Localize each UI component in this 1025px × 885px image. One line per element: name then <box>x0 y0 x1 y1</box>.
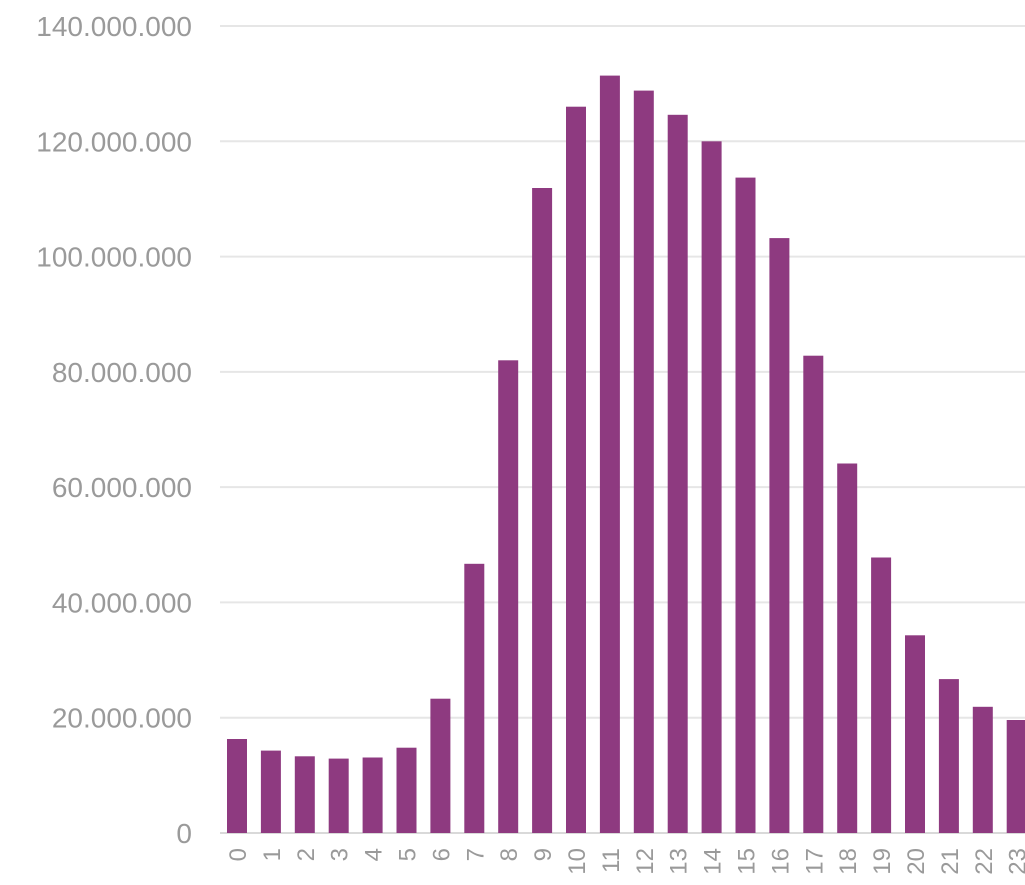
y-tick-label: 40.000.000 <box>52 587 192 618</box>
x-tick-label: 20 <box>903 848 930 875</box>
x-tick-label: 0 <box>225 848 252 861</box>
y-tick-label: 120.000.000 <box>36 126 192 157</box>
bar-5 <box>396 747 417 833</box>
bar-6 <box>430 698 451 833</box>
x-tick-label: 2 <box>293 848 320 861</box>
x-tick-label: 14 <box>700 848 727 875</box>
bar-16 <box>769 238 790 834</box>
x-tick-label: 13 <box>666 848 693 875</box>
bar-7 <box>464 563 485 833</box>
y-axis-tick-labels: 0 20.000.000 40.000.000 60.000.000 80.000.00… <box>36 11 192 849</box>
x-tick-label: 9 <box>530 848 557 861</box>
x-tick-label: 23 <box>1005 848 1025 875</box>
x-tick-label: 15 <box>734 848 761 875</box>
bar-12 <box>633 90 654 834</box>
x-tick-label: 8 <box>496 848 523 861</box>
bar-19 <box>871 557 892 833</box>
bar-21 <box>938 679 959 833</box>
bar-18 <box>837 463 858 833</box>
y-tick-label: 140.000.000 <box>36 11 192 42</box>
y-tick-label: 100.000.000 <box>36 242 192 273</box>
x-tick-label: 1 <box>259 848 286 861</box>
x-tick-label: 22 <box>971 848 998 875</box>
x-tick-label: 3 <box>327 848 354 861</box>
bar-2 <box>294 756 315 833</box>
x-tick-label: 11 <box>598 848 625 873</box>
bar-0 <box>227 739 247 833</box>
bar-23 <box>1006 720 1025 833</box>
bar-15 <box>735 177 756 834</box>
y-tick-label: 20.000.000 <box>52 703 192 734</box>
x-tick-label: 12 <box>632 848 659 875</box>
x-tick-label: 17 <box>801 848 828 875</box>
x-tick-label: 6 <box>428 848 455 861</box>
bar-11 <box>599 75 620 834</box>
y-tick-label: 60.000.000 <box>52 472 192 503</box>
bar-8 <box>498 360 519 833</box>
y-tick-label: 0 <box>176 818 192 849</box>
x-tick-label: 10 <box>564 848 591 875</box>
bar-4 <box>362 757 383 833</box>
bar-14 <box>701 141 722 834</box>
bar-20 <box>905 635 925 833</box>
bar-17 <box>803 355 824 833</box>
x-tick-label: 18 <box>835 848 862 875</box>
x-tick-label: 16 <box>767 848 794 875</box>
bar-1 <box>260 750 281 833</box>
y-tick-label: 80.000.000 <box>52 357 192 388</box>
bar-3 <box>328 758 349 833</box>
x-tick-label: 4 <box>361 848 388 861</box>
x-axis-tick-labels: 0 1 2 3 4 5 6 7 8 9 10 11 12 13 14 15 16 17 18 19 20 21 22 23 <box>225 848 1025 875</box>
bar-9 <box>532 188 553 833</box>
bar-10 <box>566 106 586 833</box>
x-tick-label: 19 <box>869 848 896 875</box>
x-tick-label: 21 <box>937 848 964 875</box>
x-tick-label: 5 <box>395 848 422 861</box>
bar-13 <box>667 114 688 834</box>
x-tick-label: 7 <box>462 848 489 861</box>
bar-22 <box>972 706 993 833</box>
gridlines <box>220 25 1025 834</box>
bars <box>227 75 1025 834</box>
